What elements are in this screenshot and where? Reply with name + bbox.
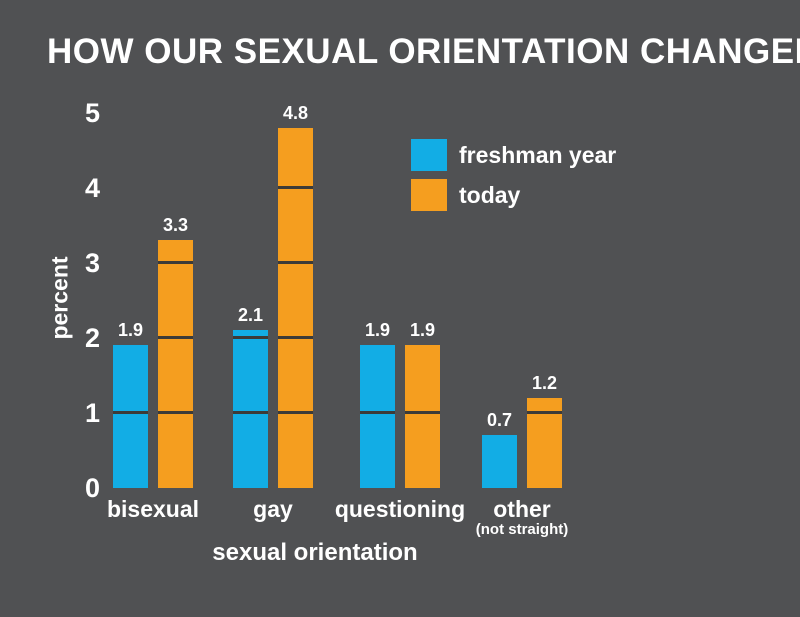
- y-tick-label-0: 0: [84, 473, 100, 503]
- x-category-label-gay: gay: [253, 496, 293, 522]
- bar-segment-divider: [405, 411, 440, 414]
- legend-item-today: today: [411, 179, 616, 211]
- bar-freshman-year-questioning: [360, 345, 395, 488]
- y-tick-label-5: 5: [84, 98, 100, 128]
- bar-value-label-freshman-year-questioning: 1.9: [364, 320, 391, 340]
- bar-today-gay: [278, 128, 313, 488]
- bar-segment-divider: [278, 411, 313, 414]
- bar-value-label-freshman-year-gay: 2.1: [237, 305, 264, 325]
- bar-value-label-today-questioning: 1.9: [409, 320, 436, 340]
- x-category-label-questioning: questioning: [334, 496, 466, 522]
- bar-segment-divider: [158, 336, 193, 339]
- legend: freshman year today: [411, 139, 616, 211]
- bar-today-bisexual: [158, 240, 193, 488]
- legend-item-freshman-year: freshman year: [411, 139, 616, 171]
- y-tick-label-1: 1: [84, 398, 100, 428]
- bar-value-label-today-bisexual: 3.3: [162, 215, 189, 235]
- bar-segment-divider: [360, 411, 395, 414]
- bar-value-label-freshman-year-bisexual: 1.9: [117, 320, 144, 340]
- bar-segment-divider: [233, 411, 268, 414]
- bar-value-label-today-gay: 4.8: [282, 103, 309, 123]
- y-tick-label-2: 2: [84, 323, 100, 353]
- y-tick-label-4: 4: [84, 173, 100, 203]
- bar-value-label-today-other: 1.2: [531, 373, 558, 393]
- chart-title: HOW OUR SEXUAL ORIENTATION CHANGED: [47, 32, 800, 71]
- bar-freshman-year-gay: [233, 330, 268, 488]
- x-category-label-other: other: [493, 496, 551, 522]
- bar-segment-divider: [278, 261, 313, 264]
- y-tick-label-3: 3: [84, 248, 100, 278]
- legend-swatch-freshman-year-icon: [411, 139, 447, 171]
- bar-segment-divider: [278, 336, 313, 339]
- bar-segment-divider: [113, 411, 148, 414]
- bar-freshman-year-bisexual: [113, 345, 148, 488]
- legend-label-today: today: [459, 182, 521, 208]
- legend-swatch-today-icon: [411, 179, 447, 211]
- bar-segment-divider: [278, 186, 313, 189]
- x-category-label-bisexual: bisexual: [106, 496, 200, 522]
- x-axis-title: sexual orientation: [212, 539, 418, 566]
- bar-segment-divider: [158, 411, 193, 414]
- bar-today-questioning: [405, 345, 440, 488]
- bar-freshman-year-other: [482, 435, 517, 488]
- bar-segment-divider: [527, 411, 562, 414]
- bar-segment-divider: [233, 336, 268, 339]
- x-category-sublabel-other: (not straight): [475, 521, 569, 538]
- bar-today-other: [527, 398, 562, 488]
- legend-label-freshman-year: freshman year: [459, 142, 617, 168]
- bar-segment-divider: [158, 261, 193, 264]
- bar-value-label-freshman-year-other: 0.7: [486, 410, 513, 430]
